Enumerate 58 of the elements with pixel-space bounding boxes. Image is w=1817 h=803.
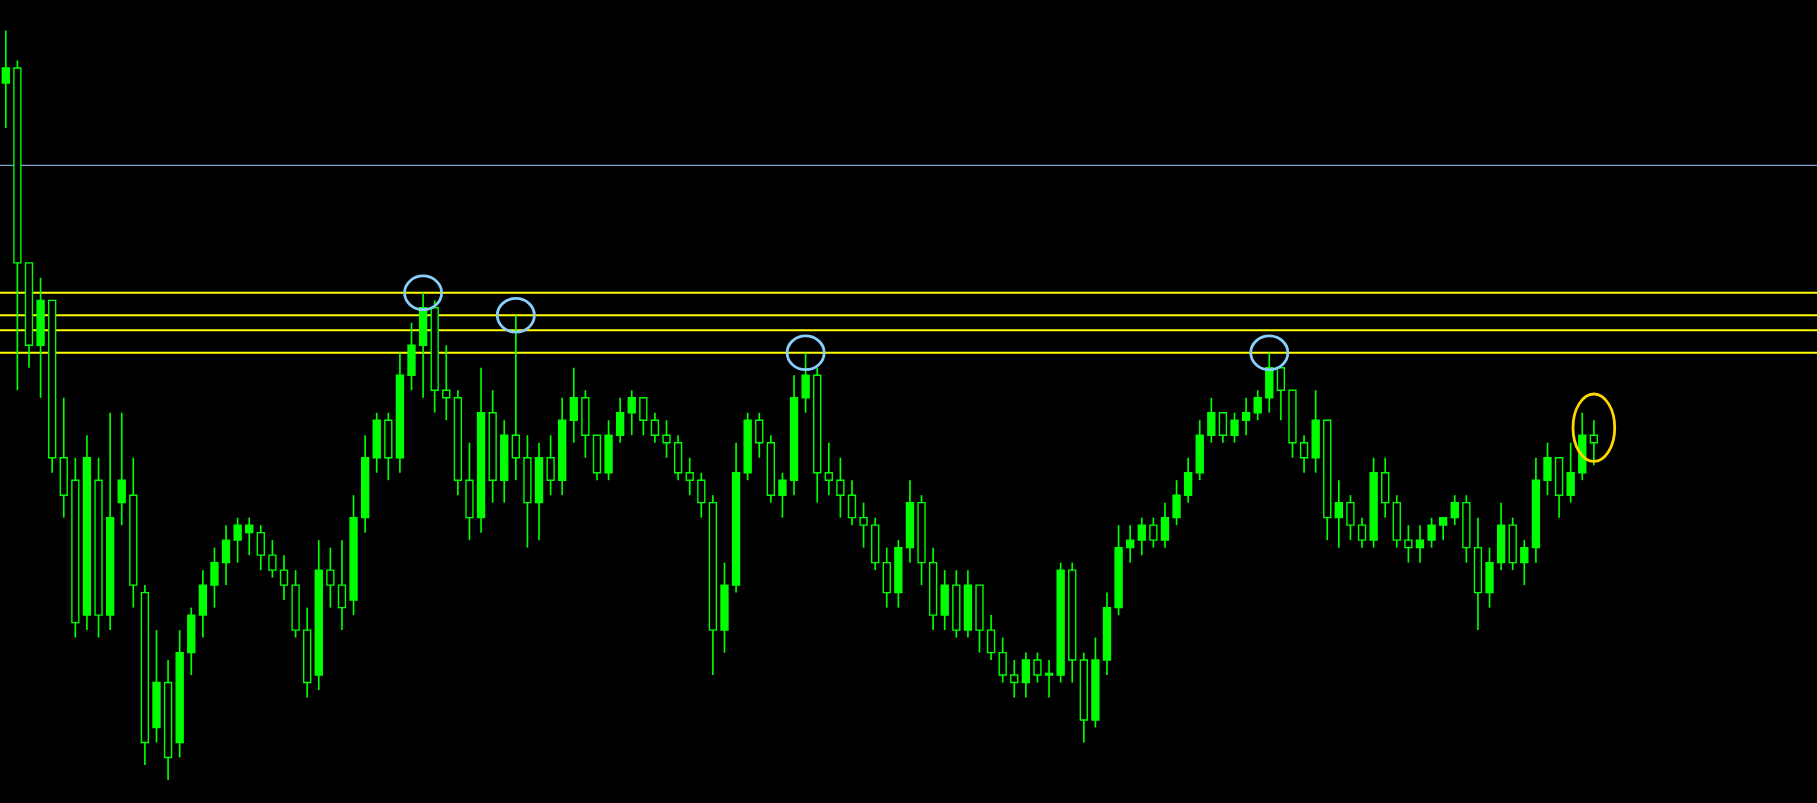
candlestick [1357, 516, 1367, 549]
candlestick [1520, 539, 1529, 586]
candlestick [1438, 516, 1448, 541]
candlestick [1149, 516, 1158, 549]
candlestick [1207, 396, 1216, 444]
candlestick [1126, 524, 1135, 564]
candlestick [279, 554, 289, 601]
candlestick [233, 516, 242, 564]
candlestick [650, 411, 660, 444]
candlestick [986, 614, 996, 661]
candlestick [1253, 389, 1262, 422]
candlestick [1415, 524, 1425, 564]
candlestick [824, 441, 833, 497]
candlestick [998, 636, 1007, 684]
candlestick [1346, 494, 1355, 541]
candlestick [1137, 516, 1146, 556]
candlestick [1450, 494, 1459, 526]
candlestick [268, 539, 277, 579]
candlestick [245, 516, 254, 556]
candlestick [1543, 441, 1552, 497]
candlestick [847, 479, 857, 526]
candlestick [1, 29, 10, 129]
candlestick [1427, 516, 1436, 549]
candlestick [1241, 396, 1251, 437]
candlestick [117, 411, 126, 526]
candlestick [859, 501, 868, 549]
candlestick [1334, 479, 1344, 549]
candlestick [1299, 434, 1309, 474]
candlestick [1010, 659, 1019, 699]
candlestick [697, 471, 706, 519]
candlestick [1021, 651, 1031, 699]
candlestick [546, 434, 555, 497]
candlestick [1183, 456, 1193, 504]
candlestick [801, 351, 810, 414]
candlestick [511, 314, 521, 482]
candlestick [1404, 524, 1413, 564]
candlestick [662, 419, 671, 459]
candlestick [685, 456, 694, 497]
candlestick [1566, 441, 1575, 504]
candlestick [1230, 411, 1239, 444]
candlestick [569, 366, 578, 444]
candlestick [210, 546, 219, 609]
candlestick [1172, 479, 1181, 526]
candlestick [755, 411, 764, 459]
candlestick [639, 396, 648, 437]
candlestick [1276, 366, 1286, 422]
candlestick [1160, 501, 1170, 549]
candlestick [1218, 411, 1228, 444]
candlestick [778, 471, 787, 519]
candlestick [627, 389, 636, 437]
candlestick [337, 539, 347, 631]
candlestick [1044, 659, 1054, 699]
candlestick [615, 396, 625, 444]
candlestick [326, 546, 335, 609]
candlestick [1033, 651, 1042, 684]
candlestick [221, 524, 231, 586]
candlestick [836, 456, 845, 519]
candlestick [256, 524, 265, 571]
